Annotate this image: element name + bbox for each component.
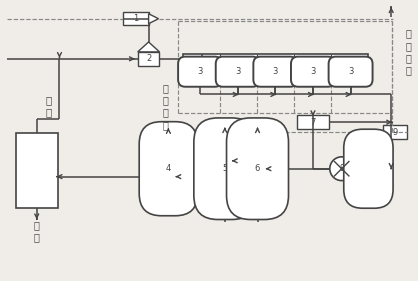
Text: 6: 6	[255, 164, 260, 173]
Text: 2: 2	[146, 54, 151, 63]
FancyBboxPatch shape	[383, 125, 407, 139]
Text: 3: 3	[235, 67, 240, 76]
FancyBboxPatch shape	[214, 196, 271, 214]
FancyBboxPatch shape	[344, 129, 393, 208]
FancyBboxPatch shape	[123, 12, 149, 25]
Text: 3: 3	[197, 67, 203, 76]
FancyBboxPatch shape	[291, 57, 335, 87]
FancyBboxPatch shape	[227, 118, 288, 219]
FancyBboxPatch shape	[297, 115, 329, 129]
Circle shape	[330, 157, 354, 181]
Polygon shape	[149, 14, 158, 24]
FancyBboxPatch shape	[139, 122, 198, 216]
Text: 9: 9	[393, 128, 398, 137]
Text: 至
燃
料
气: 至 燃 料 气	[163, 83, 168, 130]
Text: 8: 8	[339, 164, 344, 173]
FancyBboxPatch shape	[253, 57, 297, 87]
FancyBboxPatch shape	[178, 57, 222, 87]
Text: 空
气
排
气: 空 气 排 气	[405, 28, 411, 76]
Text: 3: 3	[310, 67, 316, 76]
Text: 1: 1	[133, 14, 138, 23]
FancyBboxPatch shape	[183, 54, 368, 85]
FancyBboxPatch shape	[194, 118, 256, 219]
Text: 3: 3	[348, 67, 353, 76]
Text: 4: 4	[166, 164, 171, 173]
Polygon shape	[138, 42, 160, 52]
FancyBboxPatch shape	[16, 133, 58, 208]
FancyBboxPatch shape	[329, 57, 372, 87]
FancyBboxPatch shape	[216, 57, 260, 87]
FancyBboxPatch shape	[138, 52, 160, 66]
Text: 3: 3	[273, 67, 278, 76]
Text: 7: 7	[310, 118, 316, 127]
Text: 循
环: 循 环	[46, 95, 52, 117]
Text: 产
品: 产 品	[34, 220, 40, 242]
Text: 5: 5	[222, 164, 227, 173]
